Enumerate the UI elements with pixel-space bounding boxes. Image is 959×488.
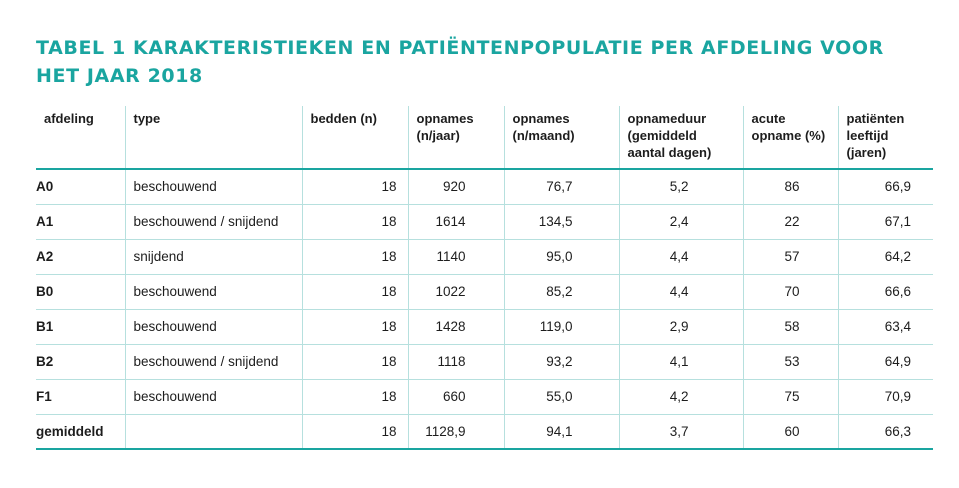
- cell-bedden: 18: [301, 239, 408, 275]
- cell-opnames-jaar: 1022: [407, 274, 504, 310]
- cell-opnameduur: 4,4: [618, 274, 743, 310]
- header-row: afdeling type bedden (n) opnames (n/jaar…: [36, 106, 933, 169]
- cell-acute: 60: [742, 414, 838, 450]
- cell-opnameduur: 3,7: [618, 414, 743, 450]
- cell-bedden: 18: [301, 169, 408, 205]
- cell-opnames-maand: 94,1: [503, 414, 619, 450]
- cell-opnameduur: 4,2: [618, 379, 743, 415]
- cell-opnames-jaar: 1140: [407, 239, 504, 275]
- cell-acute: 58: [742, 309, 838, 345]
- cell-afdeling: gemiddeld: [36, 414, 125, 450]
- cell-afdeling: A2: [36, 239, 125, 275]
- cell-opnames-jaar: 660: [407, 379, 504, 415]
- cell-type: beschouwend: [124, 169, 302, 205]
- cell-bedden: 18: [301, 414, 408, 450]
- cell-type: beschouwend: [124, 274, 302, 310]
- table-row: B1 beschouwend 18 1428 119,0 2,9 58 63,4: [36, 309, 933, 345]
- header-opnames-jaar: opnames (n/jaar): [407, 106, 504, 169]
- cell-leeftijd: 66,6: [837, 274, 933, 310]
- cell-opnames-jaar: 1614: [407, 204, 504, 240]
- cell-bedden: 18: [301, 309, 408, 345]
- header-afdeling: afdeling: [44, 111, 94, 126]
- table-row: gemiddeld 18 1128,9 94,1 3,7 60 66,3: [36, 414, 933, 450]
- cell-opnameduur: 2,4: [618, 204, 743, 240]
- cell-type: beschouwend / snijdend: [124, 204, 302, 240]
- table-row: B0 beschouwend 18 1022 85,2 4,4 70 66,6: [36, 274, 933, 310]
- cell-opnameduur: 2,9: [618, 309, 743, 345]
- cell-afdeling: F1: [36, 379, 125, 415]
- cell-afdeling: A1: [36, 204, 125, 240]
- table-row: F1 beschouwend 18 660 55,0 4,2 75 70,9: [36, 379, 933, 415]
- cell-bedden: 18: [301, 204, 408, 240]
- cell-type: beschouwend / snijdend: [124, 344, 302, 380]
- cell-opnames-jaar: 1128,9: [407, 414, 504, 450]
- header-bedden: bedden (n): [301, 106, 408, 169]
- header-type: type: [124, 106, 302, 169]
- cell-opnames-jaar: 920: [407, 169, 504, 205]
- cell-leeftijd: 66,3: [837, 414, 933, 450]
- cell-afdeling: A0: [36, 169, 125, 205]
- cell-opnames-maand: 93,2: [503, 344, 619, 380]
- cell-bedden: 18: [301, 344, 408, 380]
- cell-type: snijdend: [124, 239, 302, 275]
- cell-acute: 53: [742, 344, 838, 380]
- cell-afdeling: B0: [36, 274, 125, 310]
- cell-leeftijd: 64,9: [837, 344, 933, 380]
- header-leeftijd: patiënten leeftijd (jaren): [837, 106, 933, 169]
- table-title: TABEL 1 KARAKTERISTIEKEN EN PATIËNTENPOP…: [36, 37, 884, 87]
- cell-acute: 57: [742, 239, 838, 275]
- table-row: B2 beschouwend / snijdend 18 1118 93,2 4,1 53 6…: [36, 344, 933, 380]
- cell-leeftijd: 70,9: [837, 379, 933, 415]
- cell-acute: 75: [742, 379, 838, 415]
- header-opnameduur: opnameduur (gemiddeld aantal dagen): [618, 106, 743, 169]
- cell-acute: 70: [742, 274, 838, 310]
- header-acute: acute opname (%): [742, 106, 838, 169]
- cell-type: beschouwend: [124, 379, 302, 415]
- cell-type: beschouwend: [124, 309, 302, 345]
- cell-type: [124, 414, 302, 450]
- cell-leeftijd: 66,9: [837, 169, 933, 205]
- cell-acute: 22: [742, 204, 838, 240]
- cell-opnames-maand: 76,7: [503, 169, 619, 205]
- cell-leeftijd: 64,2: [837, 239, 933, 275]
- cell-leeftijd: 63,4: [837, 309, 933, 345]
- cell-leeftijd: 67,1: [837, 204, 933, 240]
- cell-opnameduur: 4,1: [618, 344, 743, 380]
- cell-opnames-jaar: 1118: [407, 344, 504, 380]
- cell-opnameduur: 5,2: [618, 169, 743, 205]
- cell-opnames-jaar: 1428: [407, 309, 504, 345]
- cell-afdeling: B2: [36, 344, 125, 380]
- cell-opnames-maand: 85,2: [503, 274, 619, 310]
- data-table: afdeling type bedden (n) opnames (n/jaar…: [36, 106, 933, 450]
- header-opnames-maand: opnames (n/maand): [503, 106, 619, 169]
- cell-opnames-maand: 134,5: [503, 204, 619, 240]
- table-row: A0 beschouwend 18 920 76,7 5,2 86 66,9: [36, 169, 933, 205]
- table-row: A1 beschouwend / snijdend 18 1614 134,5 2,4 22…: [36, 204, 933, 240]
- table-row: A2 snijdend 18 1140 95,0 4,4 57 64,2: [36, 239, 933, 275]
- cell-opnames-maand: 55,0: [503, 379, 619, 415]
- cell-acute: 86: [742, 169, 838, 205]
- cell-opnameduur: 4,4: [618, 239, 743, 275]
- cell-bedden: 18: [301, 274, 408, 310]
- cell-opnames-maand: 119,0: [503, 309, 619, 345]
- cell-bedden: 18: [301, 379, 408, 415]
- cell-opnames-maand: 95,0: [503, 239, 619, 275]
- cell-afdeling: B1: [36, 309, 125, 345]
